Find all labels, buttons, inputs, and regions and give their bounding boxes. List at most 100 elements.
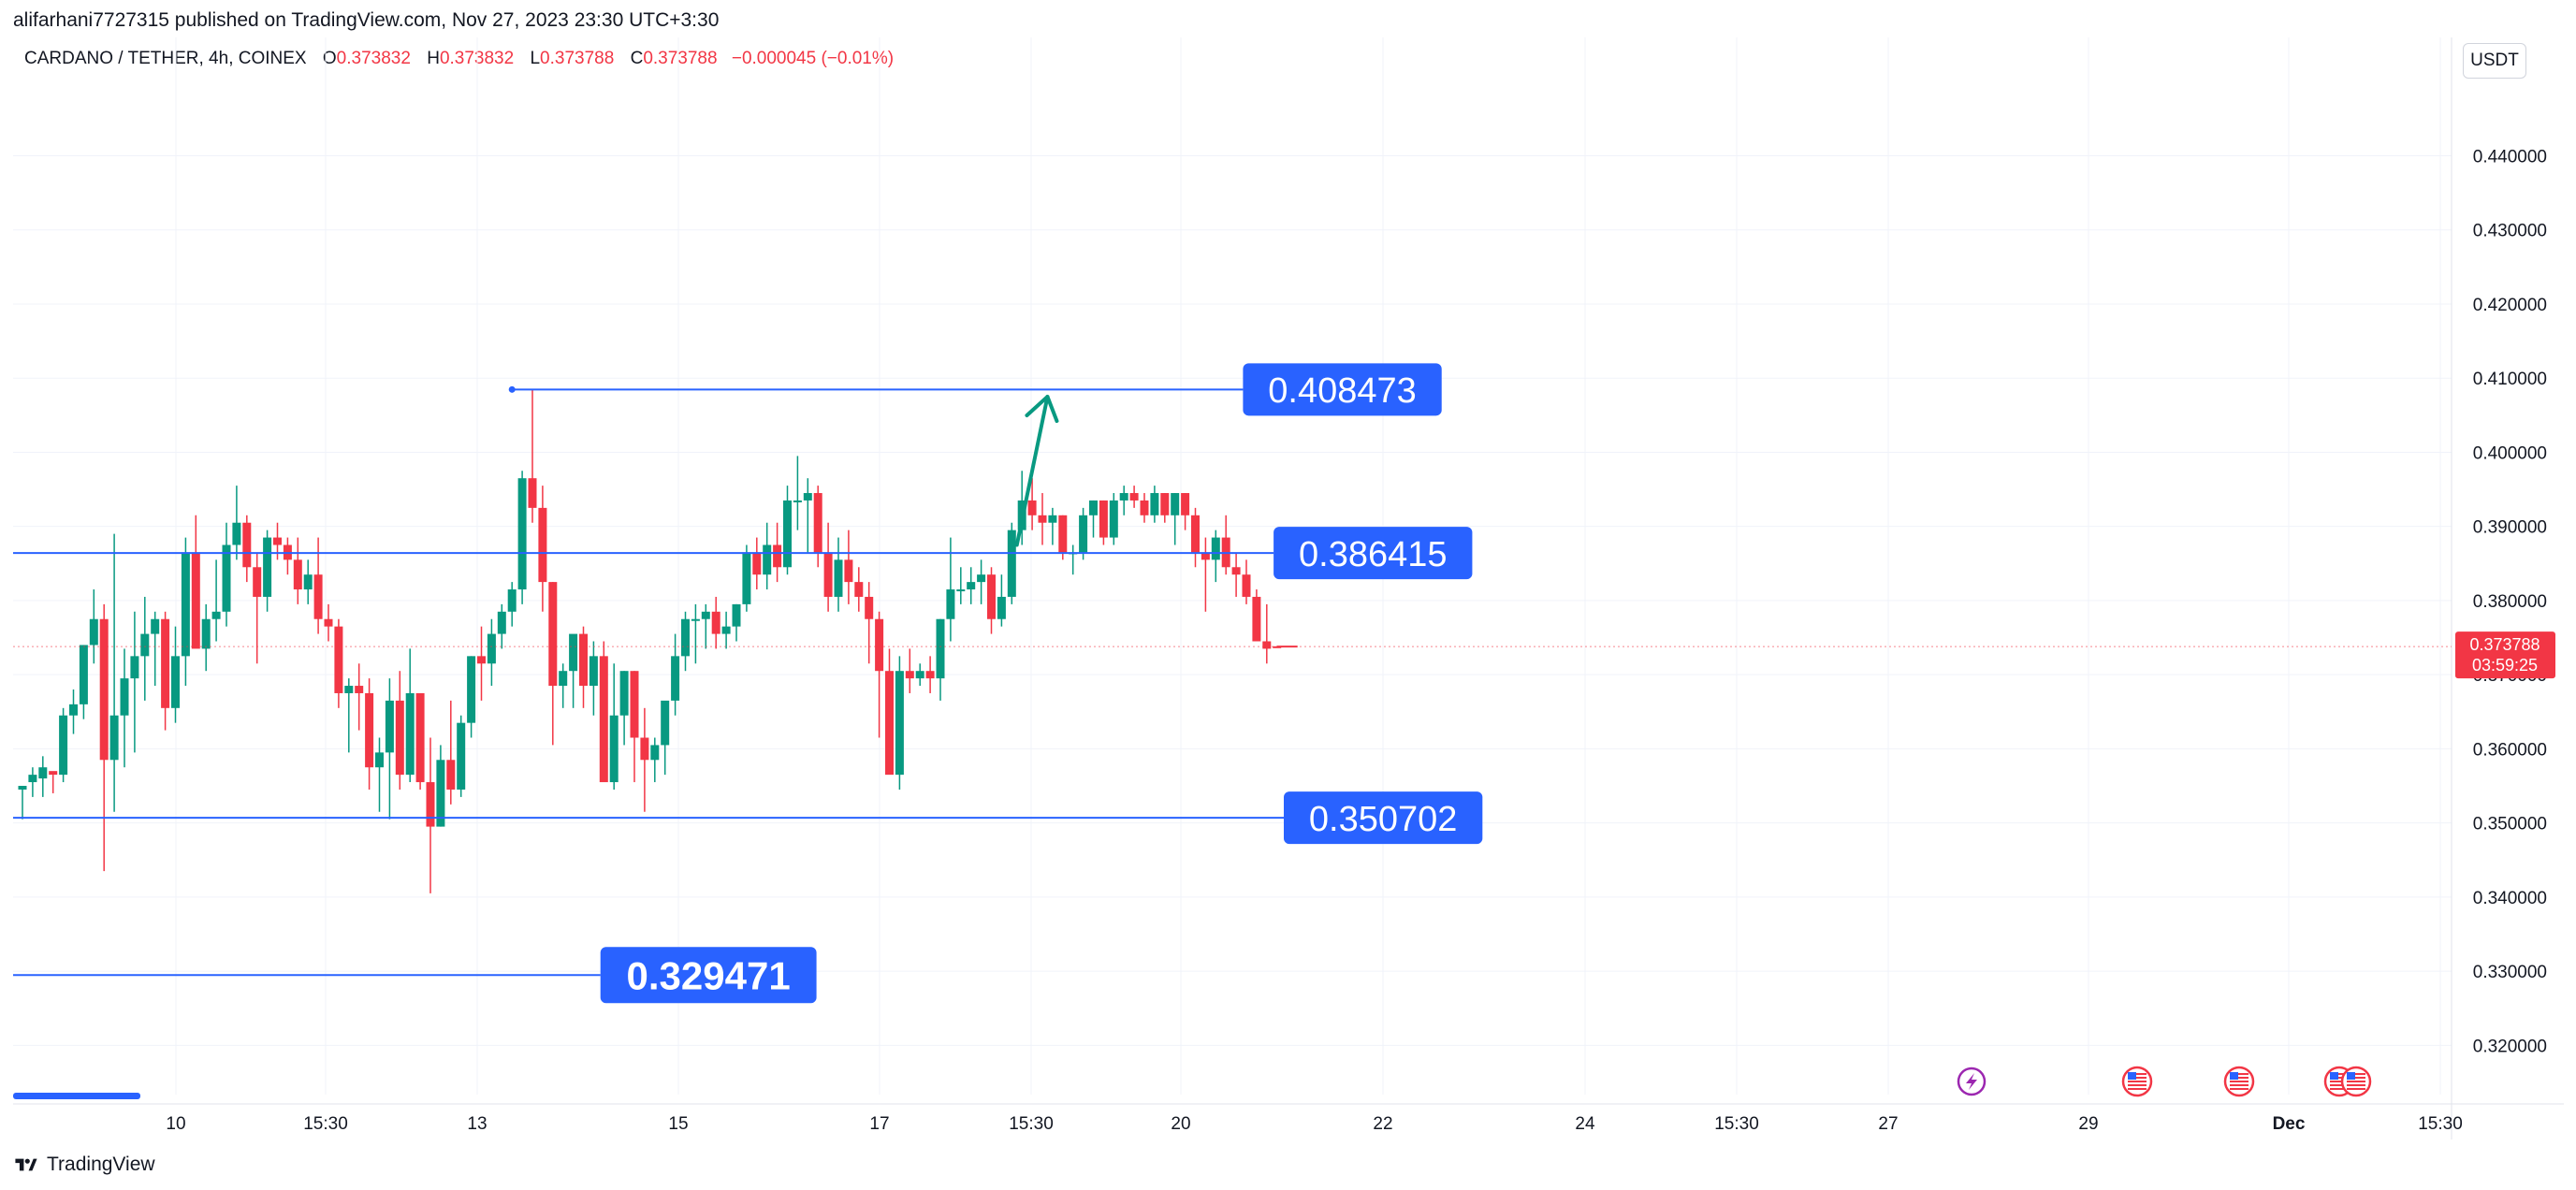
candle-body bbox=[344, 686, 354, 693]
candle-body bbox=[997, 596, 1006, 619]
candle-body bbox=[579, 633, 588, 687]
candle bbox=[548, 582, 558, 746]
candle bbox=[201, 603, 211, 672]
candle bbox=[895, 656, 904, 790]
candle bbox=[89, 589, 98, 664]
currency-button[interactable]: USDT bbox=[2463, 43, 2526, 79]
candle-body bbox=[559, 671, 568, 687]
candle bbox=[344, 678, 354, 753]
candle-body bbox=[253, 567, 262, 597]
candle-body bbox=[854, 582, 864, 597]
change-value: −0.000045 (−0.01%) bbox=[731, 49, 895, 68]
candle bbox=[946, 537, 955, 642]
candle bbox=[415, 692, 425, 790]
candle bbox=[925, 656, 935, 693]
candle bbox=[661, 700, 670, 776]
x-tick-label: 15:30 bbox=[2418, 1114, 2463, 1134]
candle bbox=[997, 574, 1006, 627]
x-tick-label: 15:30 bbox=[1714, 1114, 1759, 1134]
candle-body bbox=[120, 678, 129, 716]
candle-body bbox=[1129, 493, 1139, 501]
candle bbox=[446, 700, 456, 805]
candle bbox=[457, 715, 466, 797]
y-tick-label: 0.380000 bbox=[2473, 592, 2547, 612]
x-tick-label: 15 bbox=[668, 1114, 688, 1134]
candle bbox=[1079, 507, 1088, 560]
footer-brand-label: TradingView bbox=[47, 1154, 155, 1175]
candle bbox=[365, 678, 374, 790]
candle bbox=[467, 656, 476, 738]
candle bbox=[109, 533, 119, 812]
flag-canton bbox=[2347, 1072, 2355, 1080]
candle-body bbox=[650, 745, 660, 761]
y-tick-label: 0.420000 bbox=[2473, 296, 2547, 315]
candle bbox=[375, 737, 384, 812]
candle bbox=[161, 611, 170, 731]
candle-body bbox=[711, 611, 720, 634]
tradingview-logo-icon bbox=[15, 1158, 37, 1171]
candle bbox=[1201, 537, 1210, 612]
candle bbox=[1027, 478, 1037, 530]
candle bbox=[283, 537, 292, 575]
candle bbox=[69, 689, 78, 734]
candle bbox=[1069, 544, 1078, 575]
candle bbox=[436, 745, 445, 827]
candle-body bbox=[242, 522, 252, 568]
candle-body bbox=[905, 671, 914, 679]
candle-body bbox=[885, 671, 894, 776]
open-value: 0.373832 bbox=[336, 49, 411, 68]
candle-body bbox=[1089, 500, 1098, 515]
y-tick-label: 0.410000 bbox=[2473, 370, 2547, 389]
candle-body bbox=[865, 596, 874, 619]
candle-body bbox=[1007, 530, 1016, 597]
candle bbox=[977, 559, 986, 604]
current-price-value: 0.373788 bbox=[2469, 635, 2540, 654]
candle bbox=[579, 626, 588, 708]
candle bbox=[1191, 507, 1200, 568]
candle-body bbox=[1119, 493, 1128, 501]
candle-body bbox=[324, 618, 333, 627]
candle bbox=[701, 603, 710, 649]
candle bbox=[813, 486, 822, 568]
candle-body bbox=[467, 656, 476, 723]
x-tick-label: Dec bbox=[2273, 1114, 2306, 1134]
low-value: 0.373788 bbox=[540, 49, 615, 68]
publisher-line: alifarhani7727315 published on TradingVi… bbox=[13, 9, 720, 31]
candle bbox=[671, 633, 680, 716]
candle bbox=[905, 648, 914, 693]
symbol-label[interactable]: CARDANO / TETHER, 4h, COINEX bbox=[24, 49, 307, 68]
candle bbox=[405, 648, 415, 783]
candle-body bbox=[1211, 537, 1220, 560]
candle-body bbox=[293, 559, 302, 590]
candle bbox=[865, 582, 874, 664]
candle-body bbox=[507, 589, 517, 612]
candle bbox=[38, 756, 48, 797]
candle-body bbox=[99, 618, 109, 761]
candle-body bbox=[967, 582, 976, 590]
candle bbox=[834, 537, 843, 612]
candle bbox=[293, 537, 302, 604]
candle-body bbox=[1160, 493, 1170, 515]
candle-body bbox=[334, 626, 343, 693]
candle-body bbox=[477, 656, 486, 664]
candle bbox=[844, 530, 853, 604]
price-axis: 0.440000 0.430000 0.420000 0.410000 0.400000… bbox=[2455, 148, 2555, 1056]
candle-body bbox=[844, 559, 853, 583]
candle bbox=[191, 515, 200, 649]
candle-body bbox=[875, 618, 884, 672]
footer-brand[interactable]: TradingView bbox=[13, 1154, 155, 1176]
candle-body bbox=[569, 633, 578, 672]
candle-body bbox=[609, 715, 619, 783]
flag-canton bbox=[2128, 1072, 2136, 1080]
candle-body bbox=[395, 700, 404, 776]
candle-body bbox=[28, 775, 37, 783]
candle-body bbox=[803, 493, 812, 501]
candle bbox=[650, 737, 660, 783]
candle-body bbox=[1099, 500, 1108, 538]
level-anchor bbox=[508, 385, 516, 393]
candle-body bbox=[181, 552, 190, 657]
candle-body bbox=[773, 544, 782, 568]
ohlc-legend: CARDANO / TETHER, 4h, COINEX O0.373832 H… bbox=[24, 49, 894, 69]
candle bbox=[1140, 493, 1149, 523]
